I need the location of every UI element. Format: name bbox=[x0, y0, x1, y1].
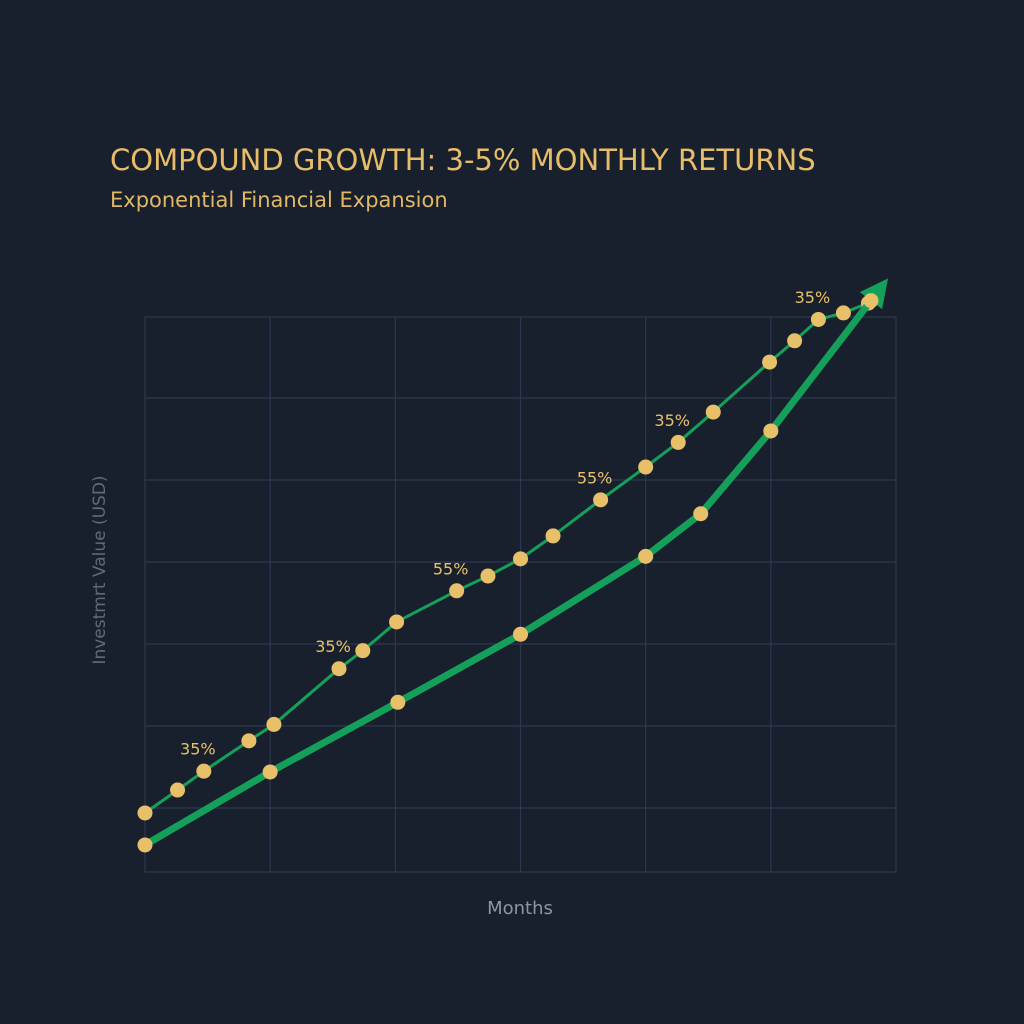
data-point bbox=[241, 733, 257, 749]
data-point bbox=[449, 583, 465, 599]
data-point bbox=[513, 626, 528, 642]
annotation: 35% bbox=[315, 637, 351, 656]
series-line bbox=[143, 298, 874, 848]
data-point bbox=[389, 614, 405, 630]
data-point bbox=[763, 423, 779, 439]
data-point bbox=[835, 305, 851, 321]
data-point bbox=[787, 333, 803, 349]
y-axis-label: Investmrt Value (USD) bbox=[90, 475, 110, 664]
data-point bbox=[810, 311, 826, 327]
data-point bbox=[196, 763, 212, 779]
x-axis-label: Months bbox=[487, 898, 553, 919]
data-point bbox=[705, 404, 721, 420]
data-point bbox=[863, 293, 879, 309]
annotation: 35% bbox=[180, 740, 216, 759]
data-point bbox=[137, 837, 153, 853]
chart-title: COMPOUND GROWTH: 3-5% MONTHLY RETURNS bbox=[110, 143, 816, 177]
chart-subtitle: Exponential Financial Expansion bbox=[110, 188, 448, 212]
data-point bbox=[670, 434, 686, 450]
annotation: 55% bbox=[433, 559, 469, 578]
data-point bbox=[390, 694, 406, 710]
data-point bbox=[762, 354, 778, 370]
data-point bbox=[638, 548, 654, 564]
data-point bbox=[513, 551, 528, 567]
data-point bbox=[331, 661, 347, 677]
data-point bbox=[262, 764, 278, 780]
data-point bbox=[480, 568, 496, 584]
data-point bbox=[593, 492, 609, 508]
data-point bbox=[137, 805, 153, 821]
annotation: 55% bbox=[577, 468, 613, 487]
data-point bbox=[638, 459, 654, 475]
data-point bbox=[170, 782, 186, 798]
annotation: 35% bbox=[654, 411, 690, 430]
data-point bbox=[266, 716, 282, 732]
data-point bbox=[545, 528, 561, 544]
annotation: 35% bbox=[795, 288, 831, 307]
data-point bbox=[693, 506, 709, 522]
data-point bbox=[355, 643, 371, 659]
